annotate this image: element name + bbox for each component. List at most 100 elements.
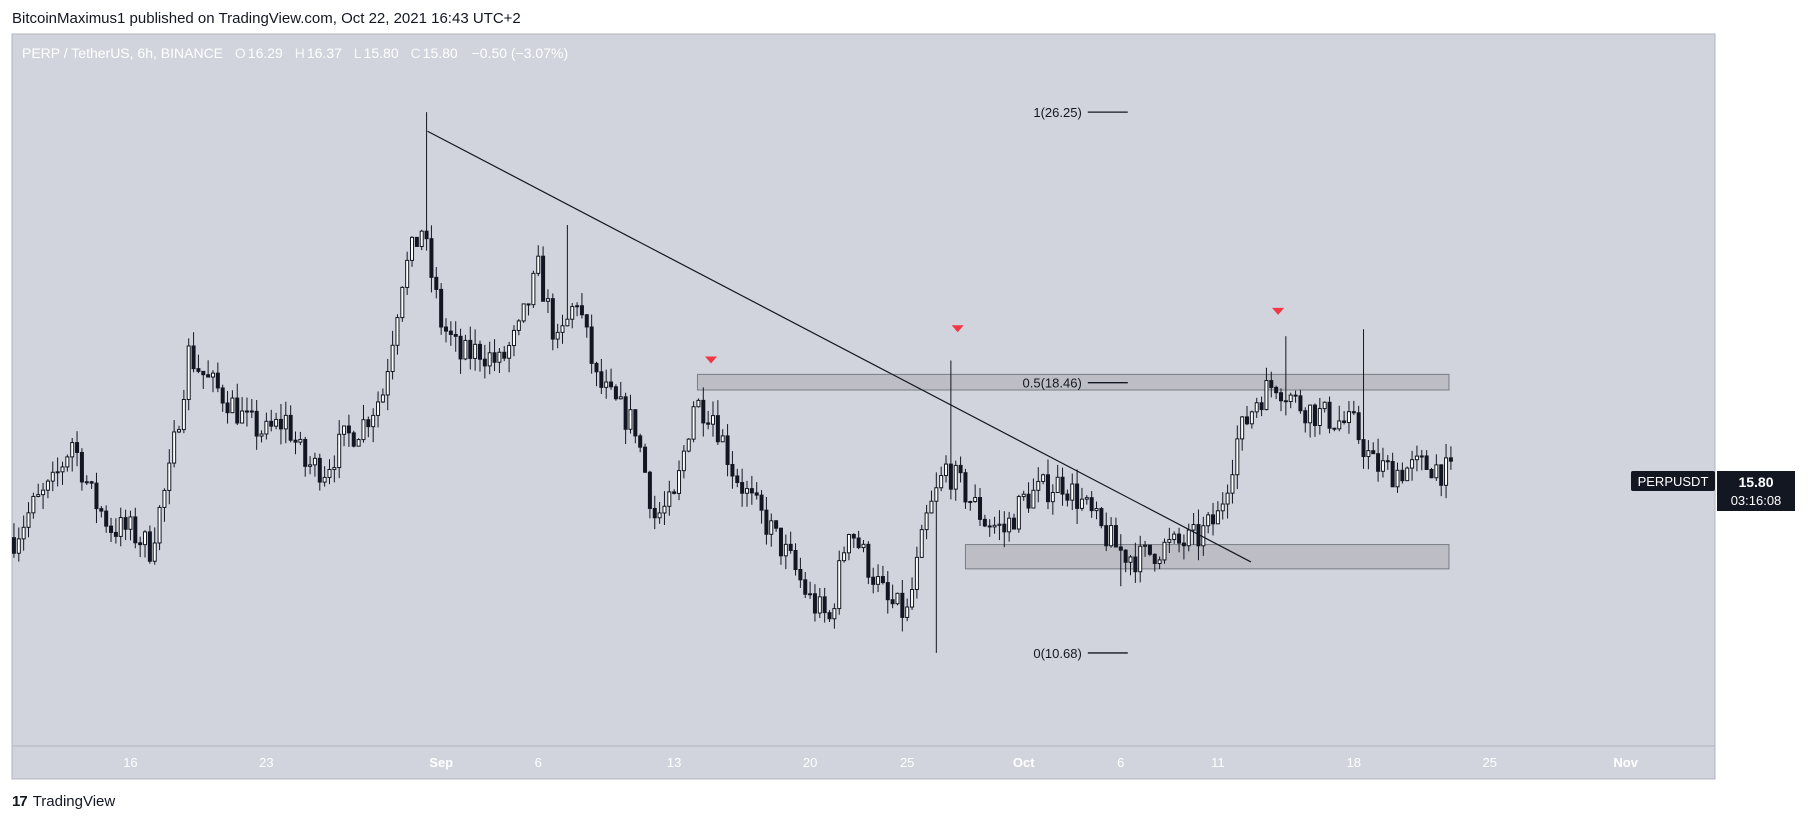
- candle-body: [686, 438, 691, 452]
- candle-body: [293, 439, 298, 443]
- candle-body: [84, 481, 89, 484]
- candle-body: [1016, 496, 1021, 530]
- candle-body: [579, 305, 584, 316]
- candle-body: [1424, 455, 1429, 470]
- candle-body: [298, 438, 303, 443]
- candle-body: [308, 464, 313, 467]
- candle-body: [594, 362, 599, 373]
- candle-body: [138, 542, 143, 546]
- time-tick-label: 16: [123, 755, 137, 770]
- candle-body: [448, 330, 453, 335]
- candle-body: [667, 491, 672, 507]
- candle-body: [711, 415, 716, 425]
- candle-body: [856, 537, 861, 549]
- candle-body: [162, 489, 167, 508]
- candle-body: [1376, 453, 1381, 472]
- candle-body: [754, 492, 759, 496]
- time-tick-label: 13: [667, 755, 681, 770]
- candle-body: [1036, 480, 1041, 491]
- candle-body: [555, 331, 560, 340]
- candle-body: [842, 552, 847, 562]
- candle-body: [783, 543, 788, 557]
- candle-body: [1007, 517, 1012, 533]
- time-axis[interactable]: 16 23 Sep 6 13 20 25 Oct 6 11 18 25 Nov: [123, 755, 1639, 770]
- candle-body: [774, 520, 779, 529]
- candle-body: [1274, 386, 1279, 394]
- candle-body: [1346, 411, 1351, 424]
- candle-body: [910, 588, 915, 608]
- candle-body: [1254, 402, 1259, 413]
- time-tick-label: 18: [1347, 755, 1361, 770]
- candle-body: [201, 370, 206, 376]
- candle-body: [633, 409, 638, 437]
- candle-body: [769, 520, 774, 535]
- candle-body: [1400, 469, 1405, 482]
- candle-body: [846, 534, 851, 554]
- candle-body: [1245, 416, 1250, 425]
- time-tick-label: 20: [803, 755, 817, 770]
- candle-body: [672, 491, 677, 494]
- candle-body: [1225, 492, 1230, 505]
- legend-high: 16.37: [306, 45, 342, 61]
- candle-body: [1283, 400, 1288, 403]
- candle-body: [677, 470, 682, 494]
- candle-body: [395, 317, 400, 346]
- plot-area[interactable]: [11, 33, 1716, 780]
- candle-body: [643, 446, 648, 473]
- footer-brand[interactable]: 17 TradingView: [12, 793, 115, 810]
- candle-body: [1104, 525, 1109, 547]
- candle-body: [1147, 544, 1152, 555]
- candle-body: [735, 475, 740, 484]
- candle-body: [609, 381, 614, 388]
- time-tick-label: Nov: [1613, 755, 1638, 770]
- candle-body: [1138, 545, 1143, 573]
- price-tick-label: 22.00: [1746, 253, 1779, 268]
- candle-body: [274, 418, 279, 427]
- candle-body: [497, 351, 502, 363]
- price-tick-label: 14.00: [1746, 531, 1779, 546]
- candle-body: [1041, 474, 1046, 482]
- candle-body: [958, 464, 963, 474]
- candle-body: [1342, 420, 1347, 424]
- candle-body: [885, 582, 890, 601]
- candle-body: [405, 259, 410, 288]
- candle-body: [531, 272, 536, 306]
- price-tick-label: 26.00: [1746, 114, 1779, 129]
- symbol-legend: PERP / TetherUS, 6h, BINANCE O 16.29 H 16.…: [22, 45, 570, 61]
- candle-body: [973, 497, 978, 503]
- candle-body: [1419, 455, 1424, 458]
- candle-body: [1278, 392, 1284, 402]
- candle-body: [939, 475, 944, 489]
- candle-body: [1308, 404, 1313, 424]
- price-axis[interactable]: 28.0026.0024.0022.0020.0018.0016.0014.00…: [1746, 44, 1779, 754]
- candle-body: [948, 463, 953, 490]
- candle-body: [895, 592, 900, 605]
- candle-body: [385, 371, 390, 396]
- candle-body: [269, 420, 274, 427]
- candle-body: [652, 507, 657, 519]
- candle-body: [380, 394, 385, 403]
- price-tick-label: 24.00: [1746, 183, 1779, 198]
- candle-body: [317, 457, 322, 483]
- candle-body: [220, 387, 225, 404]
- price-tick-label: 20.00: [1746, 322, 1779, 337]
- candle-body: [516, 320, 521, 331]
- candle-body: [793, 549, 798, 571]
- candle-body: [1162, 541, 1167, 561]
- candle-body: [1303, 410, 1308, 424]
- candle-body: [604, 381, 609, 388]
- candle-body: [900, 592, 905, 618]
- candle-body: [65, 456, 70, 468]
- legend-low: 15.80: [363, 45, 399, 61]
- candle-body: [944, 463, 949, 477]
- candle-body: [1206, 514, 1211, 527]
- candle-body: [992, 524, 997, 528]
- candle-body: [414, 236, 419, 247]
- candle-body: [99, 508, 104, 512]
- candle-body: [1128, 556, 1133, 563]
- candle-body: [798, 569, 803, 581]
- candle-body: [36, 494, 41, 497]
- candle-body: [191, 345, 196, 370]
- red-down-arrow-icon: [705, 356, 718, 364]
